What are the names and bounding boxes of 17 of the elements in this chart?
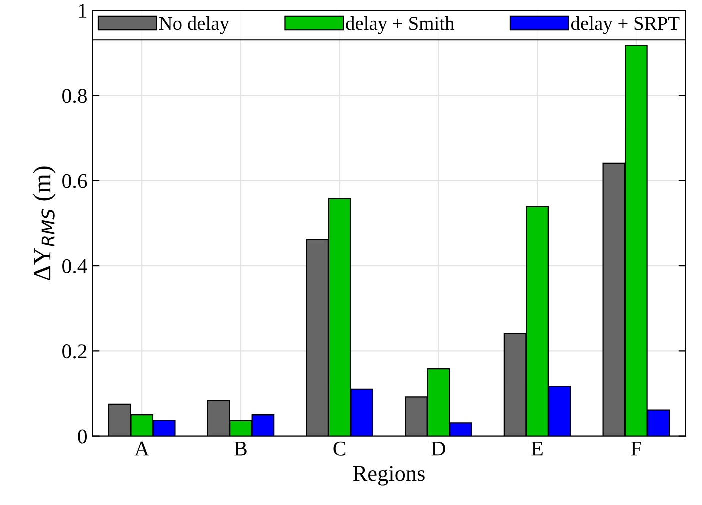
- x-tick-label: B: [234, 442, 247, 456]
- legend-label: delay + Smith: [346, 16, 455, 34]
- x-tick-label: A: [134, 442, 150, 456]
- legend-label: No delay: [159, 16, 230, 34]
- y-tick-label: 0: [78, 430, 88, 444]
- y-tick-label: 0.6: [62, 174, 88, 188]
- y-axis-title: ΔY$_{RMS}$ (m): [33, 166, 56, 281]
- x-tick-label: E: [532, 442, 543, 456]
- y-tick-label: 0.4: [62, 259, 88, 274]
- x-axis-title: Regions: [353, 466, 425, 486]
- y-tick-label: 1: [79, 4, 87, 18]
- y-tick-label: 0.2: [62, 344, 87, 359]
- y-tick-label: 0.8: [62, 89, 88, 104]
- x-tick-label: F: [631, 442, 642, 456]
- x-tick-label: D: [432, 442, 446, 456]
- x-tick-label: C: [334, 442, 346, 456]
- legend-label: delay + SRPT: [571, 16, 680, 34]
